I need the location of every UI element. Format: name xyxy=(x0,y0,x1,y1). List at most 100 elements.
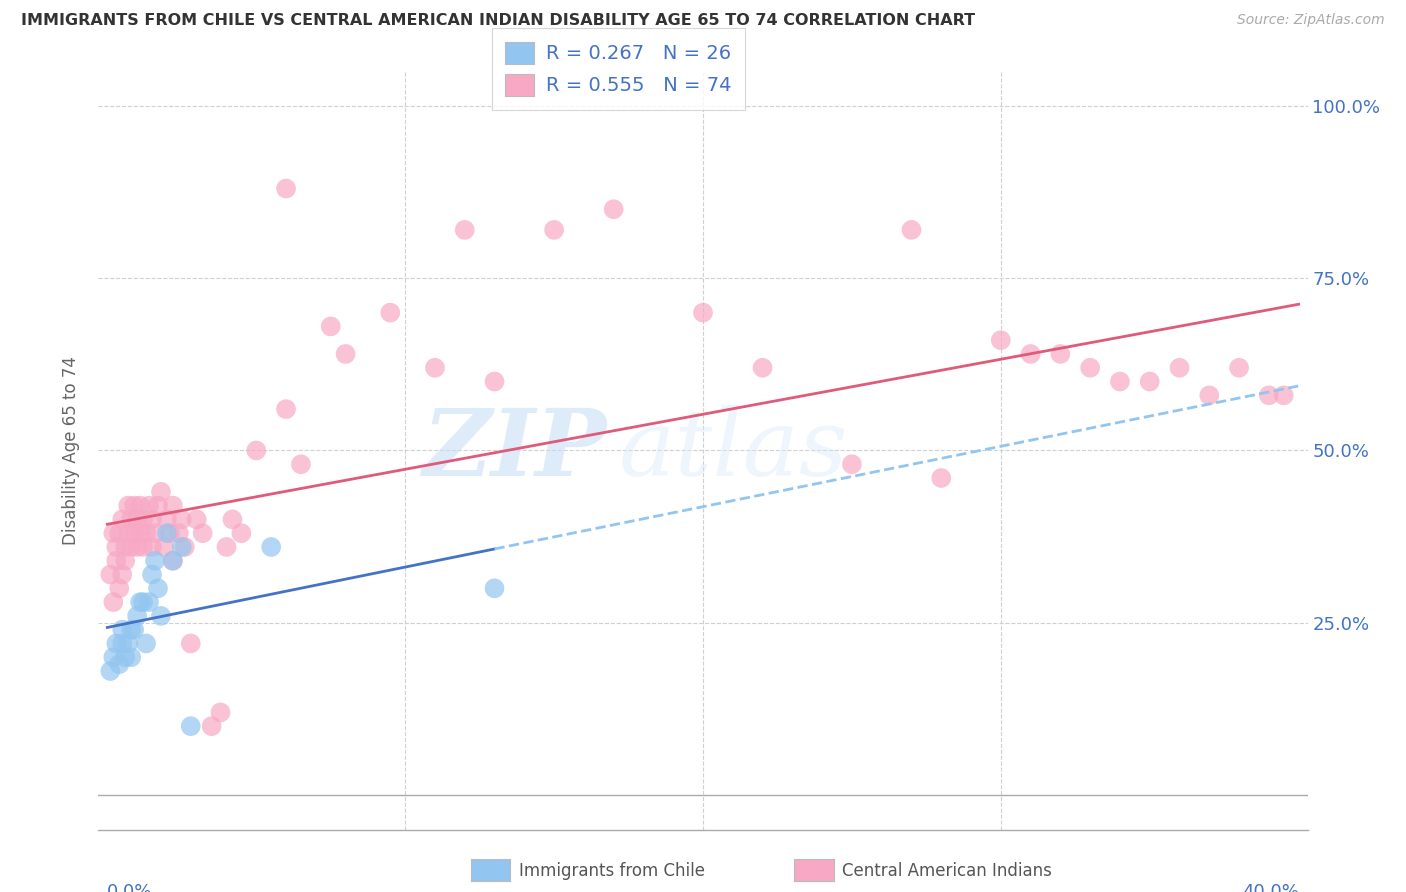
Point xyxy=(454,223,477,237)
Point xyxy=(1019,347,1042,361)
Point xyxy=(138,499,160,513)
Point xyxy=(117,499,139,513)
Point xyxy=(1198,388,1220,402)
Point xyxy=(146,499,169,513)
Point xyxy=(129,526,152,541)
Point xyxy=(135,526,157,541)
Point xyxy=(215,540,238,554)
Point xyxy=(135,636,157,650)
Point xyxy=(111,512,134,526)
Point xyxy=(180,636,202,650)
Point xyxy=(141,567,163,582)
Text: IMMIGRANTS FROM CHILE VS CENTRAL AMERICAN INDIAN DISABILITY AGE 65 TO 74 CORRELA: IMMIGRANTS FROM CHILE VS CENTRAL AMERICA… xyxy=(21,13,976,29)
Point xyxy=(1257,388,1279,402)
Point xyxy=(200,719,222,733)
Text: 0.0%: 0.0% xyxy=(107,883,153,892)
Point xyxy=(290,457,312,471)
Point xyxy=(138,595,160,609)
Point xyxy=(209,706,232,720)
Point xyxy=(1272,388,1295,402)
Point xyxy=(162,554,184,568)
Point xyxy=(156,526,179,541)
Point xyxy=(423,360,446,375)
Point xyxy=(120,623,142,637)
Point xyxy=(149,608,172,623)
Point xyxy=(111,636,134,650)
Point xyxy=(170,512,193,526)
Point xyxy=(127,540,149,554)
Point xyxy=(231,526,253,541)
Point xyxy=(162,499,184,513)
Point xyxy=(122,499,145,513)
Point xyxy=(127,608,149,623)
Point xyxy=(105,636,128,650)
Point xyxy=(900,223,922,237)
Point xyxy=(153,540,176,554)
Point xyxy=(111,623,134,637)
Text: ZIP: ZIP xyxy=(422,406,606,495)
Point xyxy=(146,582,169,596)
Point xyxy=(841,457,863,471)
Text: Immigrants from Chile: Immigrants from Chile xyxy=(519,862,704,880)
Point xyxy=(127,512,149,526)
Point xyxy=(692,305,714,319)
Point xyxy=(117,636,139,650)
Point xyxy=(159,526,181,541)
Point xyxy=(122,526,145,541)
Point xyxy=(111,567,134,582)
Point xyxy=(103,650,125,665)
Legend: R = 0.267   N = 26, R = 0.555   N = 74: R = 0.267 N = 26, R = 0.555 N = 74 xyxy=(492,28,745,110)
Point xyxy=(1168,360,1191,375)
Point xyxy=(1139,375,1161,389)
Point xyxy=(162,554,184,568)
Point xyxy=(186,512,208,526)
Point xyxy=(1109,375,1132,389)
Point xyxy=(143,526,166,541)
Point xyxy=(990,333,1012,347)
Point xyxy=(484,375,506,389)
Point xyxy=(129,595,152,609)
Point xyxy=(132,595,155,609)
Point xyxy=(167,526,190,541)
Point xyxy=(98,664,121,678)
Text: Source: ZipAtlas.com: Source: ZipAtlas.com xyxy=(1237,13,1385,28)
Point xyxy=(319,319,342,334)
Point xyxy=(120,650,142,665)
Point xyxy=(484,582,506,596)
Point xyxy=(105,540,128,554)
Point xyxy=(129,499,152,513)
Point xyxy=(141,512,163,526)
Point xyxy=(105,554,128,568)
Text: atlas: atlas xyxy=(619,406,848,495)
Point xyxy=(1049,347,1071,361)
Point xyxy=(103,526,125,541)
Point xyxy=(122,623,145,637)
Point xyxy=(149,484,172,499)
Point xyxy=(98,567,121,582)
Text: 40.0%: 40.0% xyxy=(1241,883,1299,892)
Text: Central American Indians: Central American Indians xyxy=(842,862,1052,880)
Point xyxy=(141,540,163,554)
Point xyxy=(260,540,283,554)
Point xyxy=(180,719,202,733)
Point xyxy=(120,512,142,526)
Point xyxy=(117,526,139,541)
Point xyxy=(114,650,136,665)
Point xyxy=(114,554,136,568)
Point xyxy=(170,540,193,554)
Point xyxy=(543,223,565,237)
Point xyxy=(156,512,179,526)
Point xyxy=(929,471,952,485)
Point xyxy=(221,512,243,526)
Point xyxy=(132,540,155,554)
Point xyxy=(1227,360,1250,375)
Point xyxy=(335,347,357,361)
Y-axis label: Disability Age 65 to 74: Disability Age 65 to 74 xyxy=(62,356,80,545)
Point xyxy=(108,657,131,672)
Point xyxy=(114,540,136,554)
Point xyxy=(380,305,402,319)
Point xyxy=(1078,360,1101,375)
Point xyxy=(245,443,267,458)
Point xyxy=(120,540,142,554)
Point xyxy=(602,202,624,217)
